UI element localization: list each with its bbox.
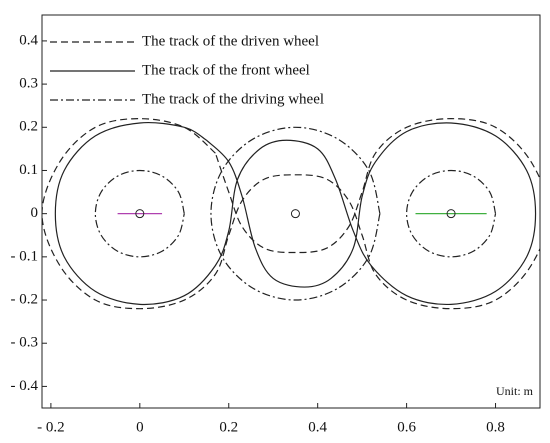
x-tick-label: 0 bbox=[136, 419, 144, 435]
x-tick-label: 0.6 bbox=[397, 419, 416, 435]
unit-annotation: Unit: m bbox=[496, 384, 534, 398]
center-marker bbox=[446, 209, 456, 219]
track-line bbox=[42, 118, 540, 310]
center-marker bbox=[135, 209, 145, 219]
y-tick-label: - 0.3 bbox=[11, 335, 39, 351]
x-tick-label: 0.8 bbox=[486, 419, 505, 435]
x-tick-label: 0.2 bbox=[219, 419, 238, 435]
y-tick-label: 0.4 bbox=[19, 32, 38, 48]
plot-area bbox=[42, 118, 540, 310]
track-line bbox=[94, 126, 497, 301]
x-tick-label: 0.4 bbox=[308, 419, 327, 435]
y-tick-label: - 0.4 bbox=[11, 378, 39, 394]
x-tick-label: - 0.2 bbox=[37, 419, 65, 435]
legend-label: The track of the driving wheel bbox=[142, 91, 324, 107]
y-tick-label: - 0.2 bbox=[11, 291, 39, 307]
legend-label: The track of the driven wheel bbox=[142, 33, 319, 49]
y-tick-label: 0.1 bbox=[19, 162, 38, 178]
y-tick-label: - 0.1 bbox=[11, 248, 39, 264]
y-tick-label: 0.3 bbox=[19, 76, 38, 92]
track-line bbox=[54, 122, 537, 306]
center-marker bbox=[290, 209, 300, 219]
y-tick-label: 0 bbox=[31, 205, 39, 221]
legend-label: The track of the front wheel bbox=[142, 62, 310, 78]
y-tick-label: 0.2 bbox=[19, 119, 38, 135]
